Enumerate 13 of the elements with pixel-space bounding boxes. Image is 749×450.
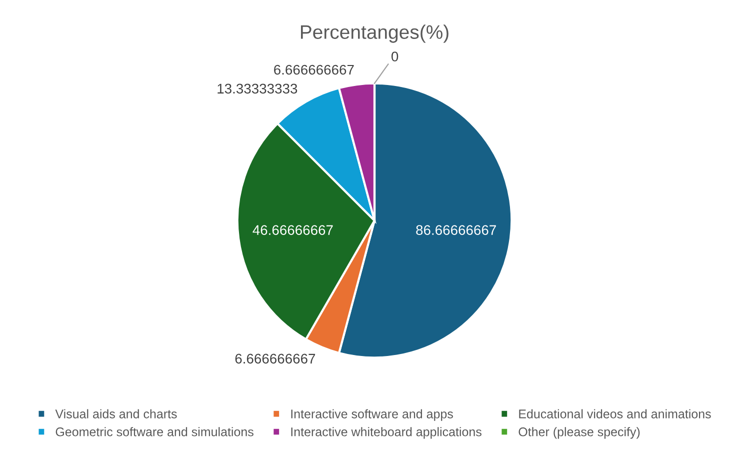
text: 0: [392, 52, 398, 62]
data-label: 13.33333333: [218, 84, 298, 94]
chart-title: Percentanges(%): [300, 24, 448, 43]
legend-label: Interactive whiteboard applications: [291, 427, 482, 439]
data-label: 6.666666667: [274, 64, 354, 75]
data-label: 6.666666667: [235, 354, 316, 364]
legend-label: Educational videos and animations: [519, 409, 711, 418]
legend-label: Visual aids and charts: [55, 409, 177, 418]
legend-label: Other (please specify): [518, 427, 640, 439]
data-label: 46.66666667: [252, 225, 333, 235]
legend-label: Interactive software and apps: [291, 409, 453, 421]
data-label: 86.66666667: [416, 225, 496, 235]
legend-label: Geometric software and simulations: [56, 427, 254, 436]
